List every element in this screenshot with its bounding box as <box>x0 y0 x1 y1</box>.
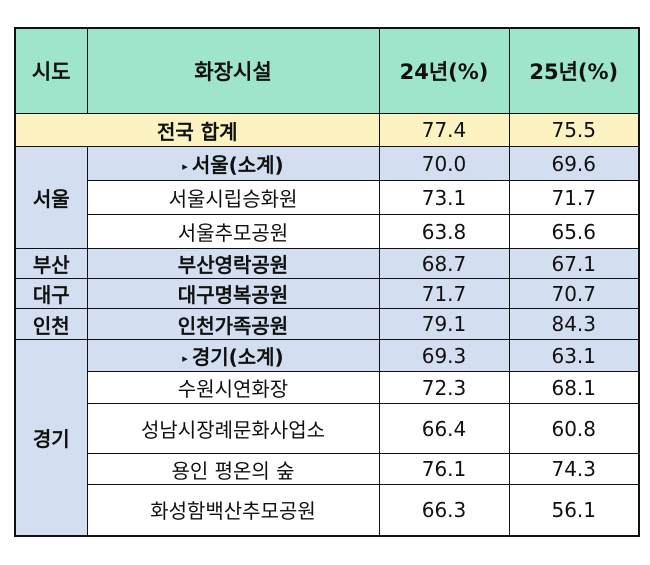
header-region: 시도 <box>14 27 88 114</box>
total-row: 전국 합계 77.4 75.5 <box>14 113 640 147</box>
table-row: 수원시연화장 72.3 68.1 <box>15 371 640 404</box>
header-2025: 25년(%) <box>508 27 640 114</box>
value-2025: 70.7 <box>508 278 640 309</box>
value-2024: 66.3 <box>378 484 510 536</box>
facility-name: 부산영락공원 <box>86 248 380 279</box>
facility-name: 성남시장례문화사업소 <box>86 403 380 454</box>
region-seoul: 서울 <box>14 146 88 249</box>
table-row: 부산 부산영락공원 68.7 67.1 <box>14 248 640 279</box>
facility-name: 수원시연화장 <box>86 371 380 404</box>
region-gyeonggi: 경기 <box>14 339 88 536</box>
region-incheon: 인천 <box>14 308 88 340</box>
value-2025: 65.6 <box>508 214 640 249</box>
total-2024: 77.4 <box>378 113 510 147</box>
value-2024: 63.8 <box>378 214 510 249</box>
header-facility: 화장시설 <box>86 27 380 114</box>
value-2025: 67.1 <box>508 248 640 279</box>
value-2024: 70.0 <box>378 146 510 181</box>
header-2024: 24년(%) <box>378 27 510 114</box>
value-2025: 71.7 <box>508 180 640 215</box>
total-2025: 75.5 <box>508 113 640 147</box>
value-2025: 56.1 <box>508 484 640 536</box>
table-row: 인천 인천가족공원 79.1 84.3 <box>14 308 640 340</box>
facility-name: 화성함백산추모공원 <box>86 484 380 536</box>
table-row: 화성함백산추모공원 66.3 56.1 <box>15 484 640 536</box>
value-2024: 76.1 <box>378 453 510 485</box>
facility-name: 서울추모공원 <box>86 214 380 249</box>
table-row: 서울추모공원 63.8 65.6 <box>15 214 640 249</box>
value-2024: 69.3 <box>378 339 510 372</box>
triangle-right-icon: ▸ <box>182 352 188 365</box>
facility-name: 서울시립승화원 <box>86 180 380 215</box>
value-2024: 71.7 <box>378 278 510 309</box>
table-row: 대구 대구명복공원 71.7 70.7 <box>14 278 640 309</box>
value-2024: 73.1 <box>378 180 510 215</box>
value-2024: 72.3 <box>378 371 510 404</box>
total-label: 전국 합계 <box>14 113 380 147</box>
table-row: 서울 ▸ 서울(소계) 70.0 69.6 <box>14 146 640 249</box>
value-2024: 66.4 <box>378 403 510 454</box>
facility-name: 인천가족공원 <box>86 308 380 340</box>
subtotal-text: 서울(소계) <box>191 153 284 177</box>
subtotal-label: ▸ 경기(소계) <box>86 339 380 372</box>
region-daegu: 대구 <box>14 278 88 309</box>
table-row: 성남시장례문화사업소 66.4 60.8 <box>15 403 640 454</box>
table-row: 용인 평온의 숲 76.1 74.3 <box>15 453 640 485</box>
value-2025: 68.1 <box>508 371 640 404</box>
table-row: 서울시립승화원 73.1 71.7 <box>15 180 640 215</box>
value-2025: 60.8 <box>508 403 640 454</box>
value-2024: 79.1 <box>378 308 510 340</box>
subtotal-label: ▸ 서울(소계) <box>86 146 380 181</box>
value-2025: 69.6 <box>508 146 640 181</box>
value-2025: 74.3 <box>508 453 640 485</box>
value-2025: 84.3 <box>508 308 640 340</box>
facility-name: 용인 평온의 숲 <box>86 453 380 485</box>
header-row: 시도 화장시설 24년(%) 25년(%) <box>14 27 640 114</box>
cremation-rate-table: 시도 화장시설 24년(%) 25년(%) 전국 합계 77.4 75.5 서울… <box>14 27 640 537</box>
table-row: 경기 ▸ 경기(소계) 69.3 63.1 <box>14 339 640 536</box>
facility-name: 대구명복공원 <box>86 278 380 309</box>
triangle-right-icon: ▸ <box>182 160 188 173</box>
region-busan: 부산 <box>14 248 88 279</box>
subtotal-text: 경기(소계) <box>191 345 284 369</box>
value-2025: 63.1 <box>508 339 640 372</box>
value-2024: 68.7 <box>378 248 510 279</box>
